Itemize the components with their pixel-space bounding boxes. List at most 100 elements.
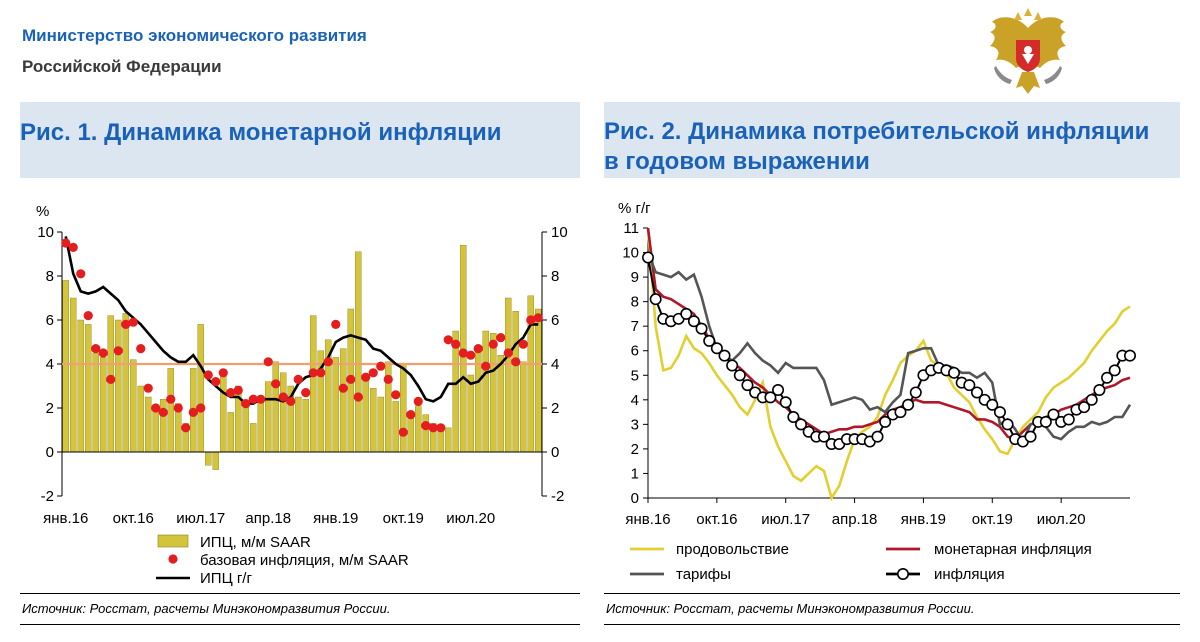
fig1-core-dot [278, 392, 288, 402]
org-name-line1: Министерство экономического развития [22, 26, 367, 45]
fig1-bar [475, 346, 482, 453]
fig1-core-dot [76, 269, 86, 279]
fig1-bar [220, 374, 227, 453]
fig1-core-dot [173, 403, 183, 413]
fig2-inflation-marker [986, 398, 999, 411]
fig1-bar [167, 368, 174, 453]
fig1-core-dot [436, 423, 446, 433]
fig2-inflation-marker [1001, 418, 1014, 431]
fig1-core-dot [308, 368, 318, 378]
fig2-inflation-marker [641, 251, 654, 264]
fig1-bar [400, 363, 407, 453]
fig1-core-dot [211, 377, 221, 387]
fig1-ytick-left-label: 0 [46, 444, 54, 461]
fig1-xtick-label: июл.20 [446, 510, 495, 527]
fig1-bar [227, 412, 234, 453]
fig1-bar [197, 324, 204, 453]
fig1-chart: % -2 -2 0 0 2 2 4 4 6 6 8 8 10 10 янв.16 окт.16 июл.17 апр… [36, 203, 568, 587]
fig2-title-line2: в годовом выражении [604, 148, 870, 175]
fig1-bar [152, 409, 159, 453]
fig2-inflation-marker [1039, 415, 1052, 428]
fig2-ytick-label: 7 [631, 318, 639, 335]
fig2-inflation-marker [817, 430, 830, 443]
fig2-inflation-marker [879, 415, 892, 428]
fig1-core-dot [533, 313, 543, 323]
fig2-ytick-label: 8 [631, 294, 639, 311]
fig2-legend-inflation-marker [896, 567, 909, 580]
fig2-inflation-marker [726, 359, 739, 372]
fig1-bar [535, 308, 542, 453]
fig2-xtick-label: июл.17 [761, 511, 810, 528]
fig1-core-dot [241, 399, 251, 409]
fig2-inflation-marker [1093, 384, 1106, 397]
fig1-ytick-left-label: 10 [37, 224, 54, 241]
fig2-inflation-marker [1085, 393, 1098, 406]
fig1-core-dot [496, 333, 506, 343]
fig1-bar [92, 352, 99, 453]
fig2-ytick-label: 0 [631, 490, 639, 507]
fig1-ytick-right-label: 2 [551, 400, 559, 417]
fig1-bar [520, 361, 527, 453]
fig1-core-dot [466, 350, 476, 360]
fig1-ytick-left-label: -2 [41, 488, 54, 505]
fig1-bar [205, 451, 212, 466]
fig1-core-dot [98, 348, 108, 358]
fig1-core-dot [233, 385, 243, 395]
fig1-source-rule-bottom [20, 624, 580, 625]
fig1-source: Источник: Росстат, расчеты Минэкономразв… [22, 601, 391, 616]
fig1-bar [467, 374, 474, 453]
fig2-ytick-label: 10 [622, 245, 639, 262]
fig2-xtick-label: апр.18 [832, 511, 878, 528]
fig1-bar [272, 361, 279, 453]
fig2-inflation-marker [687, 315, 700, 328]
fig1-core-dot [286, 396, 296, 406]
fig1-xtick-label: янв.16 [43, 510, 88, 527]
fig1-legend-dot-label: базовая инфляция, м/м SAAR [200, 552, 409, 569]
fig2-inflation-marker [733, 369, 746, 382]
fig2-inflation-marker [649, 293, 662, 306]
fig2-ytick-label: 2 [631, 441, 639, 458]
fig2-inflation-marker [1078, 401, 1091, 414]
fig2-ytick-label: 1 [631, 465, 639, 482]
fig1-bar [377, 396, 384, 453]
fig1-ytick-left-label: 6 [46, 312, 54, 329]
fig1-xtick-label: июл.17 [176, 510, 225, 527]
fig1-ylabel: % [36, 203, 49, 220]
fig1-legend-bar-swatch [157, 534, 189, 548]
fig1-core-dot [473, 344, 483, 354]
fig2-ylabel: % г/г [618, 200, 651, 217]
fig2-inflation-marker [871, 430, 884, 443]
fig1-core-dot [218, 368, 228, 378]
fig1-bar [310, 315, 317, 453]
fig1-core-dot [158, 407, 168, 417]
fig1-legend-dot-swatch [168, 554, 178, 564]
fig1-bar [265, 381, 272, 453]
fig1-xtick-label: окт.19 [383, 510, 424, 527]
fig1-ytick-right-label: 0 [551, 444, 559, 461]
fig1-core-dot [488, 339, 498, 349]
fig1-core-dot [338, 383, 348, 393]
fig1-ytick-right-label: -2 [551, 488, 564, 505]
fig1-core-dot [196, 403, 206, 413]
fig2-ytick-label: 9 [631, 269, 639, 286]
fig1-bar [280, 372, 287, 453]
fig1-bar [257, 396, 264, 453]
fig1-bar [505, 297, 512, 453]
fig1-source-rule-top [20, 593, 580, 594]
fig1-core-dot [248, 394, 258, 404]
fig2-inflation-marker [787, 411, 800, 424]
fig1-bar [212, 451, 219, 470]
fig2-food-line [646, 227, 1131, 502]
fig2-source-rule-bottom [604, 624, 1180, 625]
fig1-bar [130, 359, 137, 453]
fig2-xtick-label: янв.19 [901, 511, 946, 528]
fig1-bar [77, 319, 84, 453]
fig1-bar [392, 401, 399, 453]
fig1-title: Рис. 1. Динамика монетарной инфляции [20, 119, 502, 146]
fig1-core-dot [316, 368, 326, 378]
fig1-core-dot [106, 374, 116, 384]
fig2-legend-inflation-label: инфляция [934, 566, 1005, 583]
fig1-core-dot [188, 407, 198, 417]
fig2-xtick-label: окт.16 [696, 511, 737, 528]
fig2-inflation-marker [963, 379, 976, 392]
